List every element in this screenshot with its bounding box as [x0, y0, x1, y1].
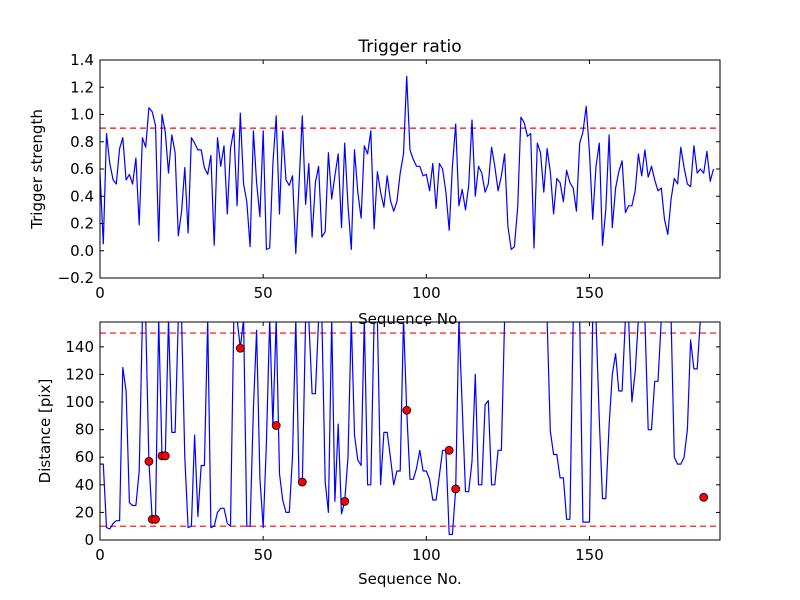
bottom-series-line	[100, 322, 701, 536]
top-y-tick-label: 1.4	[70, 51, 94, 69]
top-y-tick-label: 0.8	[70, 133, 94, 151]
bottom-marker-point	[451, 484, 461, 494]
bottom-y-tick-label: 20	[75, 503, 94, 521]
bottom-y-tick-label: 0	[84, 531, 94, 549]
top-x-tick-label: 100	[412, 284, 441, 302]
bottom-y-axis-label: Distance [pix]	[36, 379, 54, 484]
bottom-x-axis-label: Sequence No.	[358, 570, 462, 588]
top-x-tick-label: 150	[575, 284, 604, 302]
top-plot-area	[100, 75, 720, 255]
bottom-marker-point	[151, 514, 160, 524]
bottom-y-tick-label: 40	[75, 476, 94, 494]
top-y-tick-label: 0.2	[70, 215, 94, 233]
top-y-tick-label: −0.2	[58, 269, 94, 287]
top-x-tick-label: 50	[254, 284, 273, 302]
top-axes-frame	[99, 59, 721, 279]
bottom-x-tick-label: 150	[575, 546, 604, 564]
bottom-y-tick-label: 120	[65, 365, 94, 383]
bottom-y-tick-label: 100	[65, 393, 94, 411]
top-y-tick-label: 0.0	[70, 242, 94, 260]
bottom-marker-point	[444, 445, 454, 455]
bottom-marker-point	[340, 496, 350, 506]
bottom-marker-point	[402, 405, 412, 415]
bottom-plot-area	[100, 322, 720, 536]
bottom-y-tick-label: 140	[65, 338, 94, 356]
top-y-tick-label: 1.0	[70, 106, 94, 124]
top-clipped-layer	[100, 75, 720, 255]
bottom-axes-frame	[99, 321, 721, 541]
bottom-y-tick-label: 60	[75, 448, 94, 466]
bottom-x-tick-label: 0	[95, 546, 105, 564]
top-tick-marks: 0 50 100 150 −0.2 0.0 0.2 0.4 0.6 0.8 1.0 1.2 1.4	[58, 51, 720, 302]
bottom-marker-point	[271, 421, 281, 430]
top-chart-title: Trigger ratio	[357, 37, 461, 57]
bottom-clipped-layer	[100, 322, 720, 536]
top-y-tick-label: 0.4	[70, 187, 94, 205]
bottom-marker-point	[144, 456, 154, 466]
bottom-marker-point	[160, 451, 170, 461]
bottom-y-tick-label: 80	[75, 421, 94, 439]
bottom-marker-point	[235, 343, 245, 353]
top-axes: Trigger ratio 0 50 100 150−0.20.00.20.40.60…	[28, 37, 721, 328]
bottom-marker-point	[297, 477, 307, 487]
top-series-line	[100, 75, 715, 255]
bottom-x-tick-label: 50	[254, 546, 273, 564]
bottom-x-tick-label: 100	[412, 546, 441, 564]
bottom-tick-marks: 0 50 100 150 0 20 40 60 80 100 120 140	[65, 322, 720, 564]
top-y-tick-label: 0.6	[70, 160, 94, 178]
top-x-tick-label: 0	[95, 284, 105, 302]
top-y-axis-label: Trigger strength	[28, 109, 46, 230]
top-y-tick-label: 1.2	[70, 78, 94, 96]
bottom-axes: 0 50 100 150 0 20 40 60 80 100 120 140 Sequence No.…	[36, 321, 721, 588]
bottom-marker-point	[699, 492, 709, 502]
top-x-axis-label: Sequence No.	[358, 310, 462, 328]
